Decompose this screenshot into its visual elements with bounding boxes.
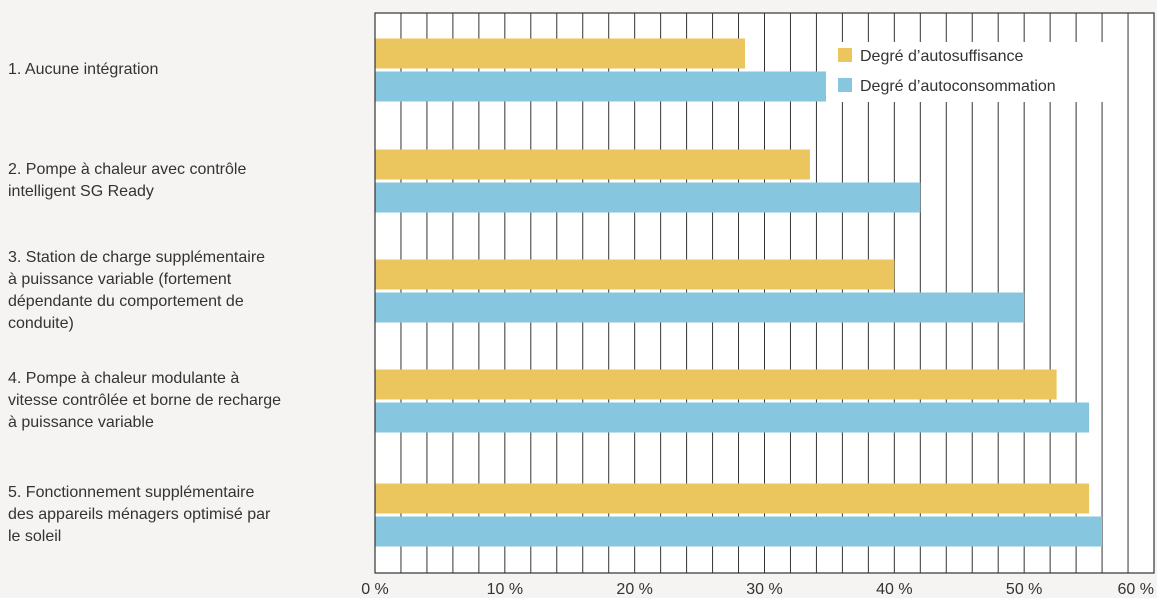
category-label-line: 5. Fonctionnement supplémentaire (8, 484, 255, 501)
category-label-line: à puissance variable (8, 414, 154, 431)
x-tick-label: 0 % (361, 581, 389, 598)
category-label: 5. Fonctionnement supplémentaire des appa… (8, 482, 368, 548)
bar-autosuffisance (375, 149, 810, 180)
x-tick-label: 10 % (487, 581, 523, 598)
x-tick-label: 60 % (1118, 581, 1154, 598)
legend-swatch-autosuffisance (838, 48, 852, 62)
category-label: 3. Station de charge supplémentaire à pui… (8, 247, 368, 335)
x-tick-label: 50 % (1006, 581, 1042, 598)
legend-label-autosuffisance: Degré d’autosuffisance (860, 48, 1023, 65)
category-label: 1. Aucune intégration (8, 59, 368, 81)
bar-autoconsommation (375, 402, 1090, 433)
legend-background (826, 42, 1124, 102)
bar-autoconsommation (375, 516, 1103, 547)
category-label-line: des appareils ménagers optimisé par (8, 506, 271, 523)
category-label-line: conduite) (8, 315, 74, 332)
category-label-line: 1. Aucune intégration (8, 61, 159, 78)
category-label-line: intelligent SG Ready (8, 183, 154, 200)
category-label-line: dépendante du comportement de (8, 293, 244, 310)
bars (375, 38, 1103, 547)
bar-autoconsommation (375, 292, 1025, 323)
category-label-line: le soleil (8, 528, 62, 545)
category-label-line: vitesse contrôlée et borne de recharge (8, 392, 282, 409)
legend-swatch-autoconsommation (838, 78, 852, 92)
category-label-line: à puissance variable (fortement (8, 271, 232, 288)
bar-autosuffisance (375, 259, 895, 290)
x-axis-ticks: 0 % 10 % 20 % 30 % 40 % 50 % 60 % (361, 581, 1154, 598)
bar-autoconsommation (375, 182, 921, 213)
legend-label-autoconsommation: Degré d’autoconsommation (860, 78, 1056, 95)
category-label-line: 2. Pompe à chaleur avec contrôle (8, 161, 247, 178)
x-tick-label: 20 % (616, 581, 652, 598)
plot-border (374, 12, 1155, 574)
bar-autosuffisance (375, 369, 1057, 400)
x-tick-label: 40 % (876, 581, 912, 598)
legend: Degré d’autosuffisance Degré d’autoconso… (826, 42, 1124, 102)
category-label: 4. Pompe à chaleur modulante à vitesse co… (8, 368, 368, 434)
category-label: 2. Pompe à chaleur avec contrôle intellig… (8, 159, 368, 203)
bar-autosuffisance (375, 483, 1090, 514)
bar-autoconsommation (375, 71, 830, 102)
category-label-line: 3. Station de charge supplémentaire (8, 249, 266, 266)
bar-autosuffisance (375, 38, 746, 69)
category-label-line: 4. Pompe à chaleur modulante à (8, 370, 240, 387)
x-tick-label: 30 % (746, 581, 782, 598)
